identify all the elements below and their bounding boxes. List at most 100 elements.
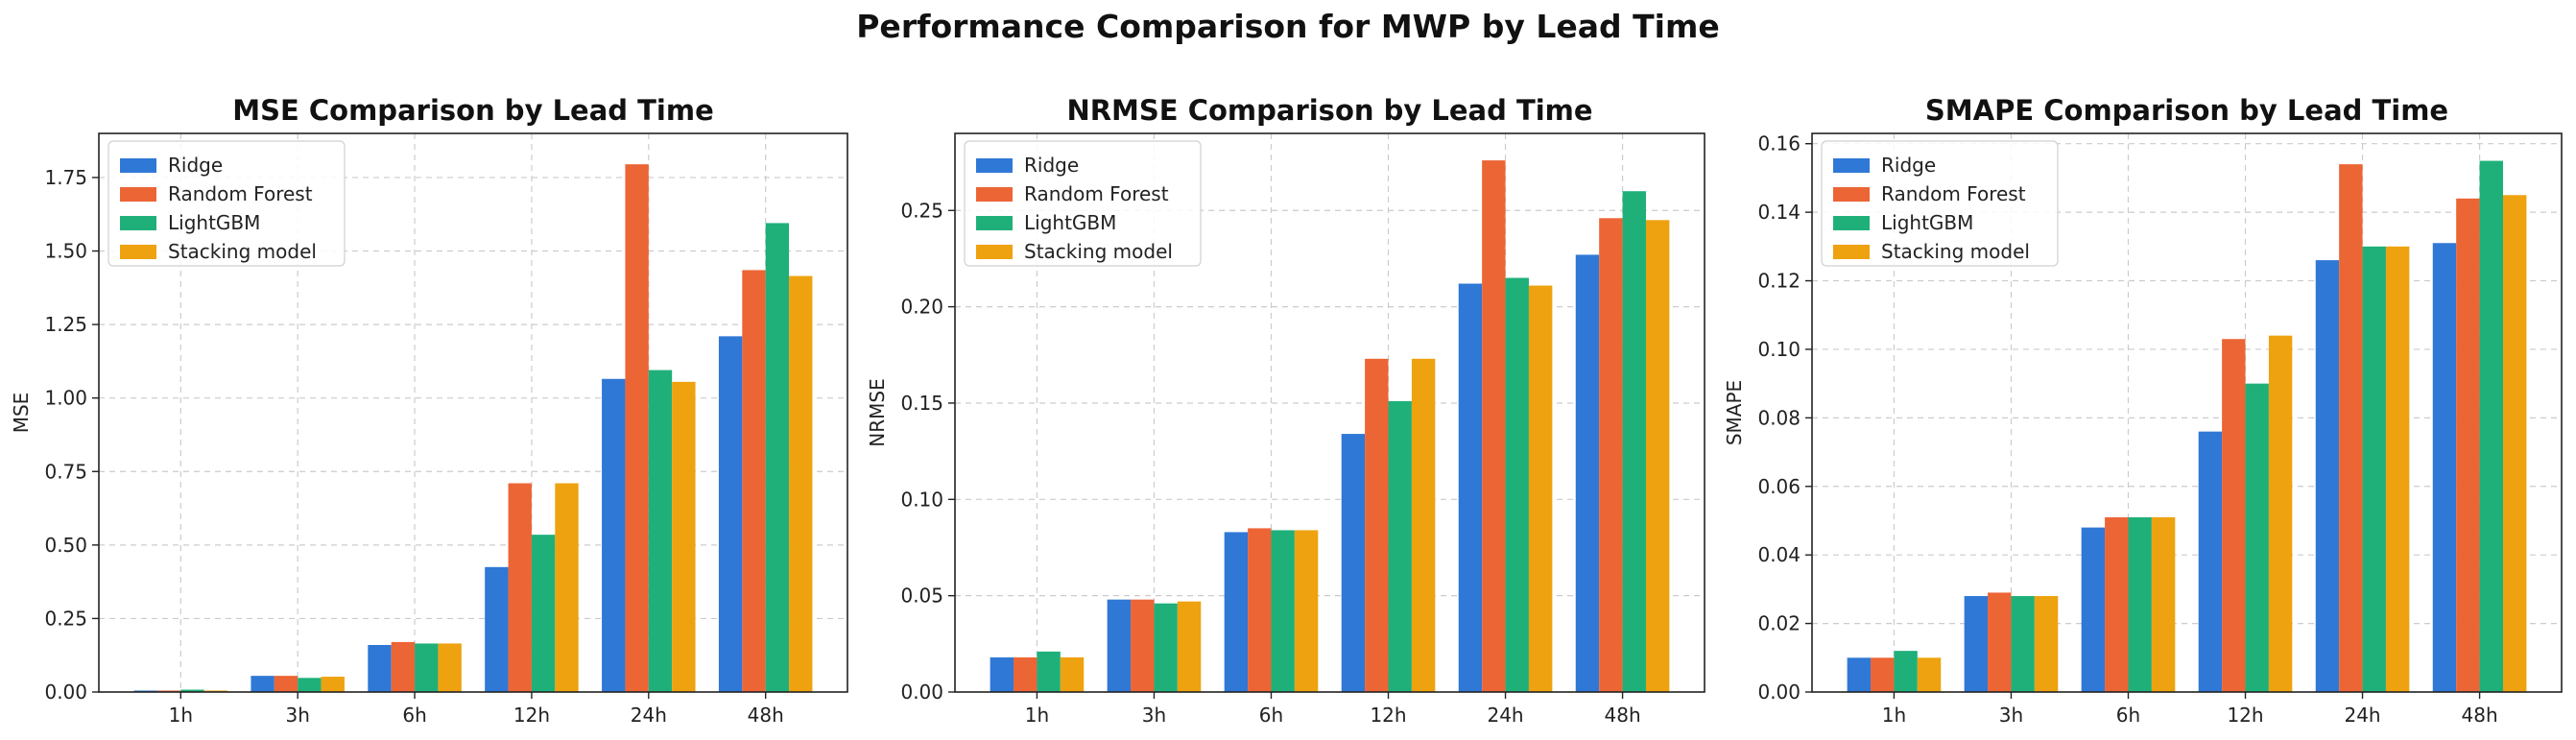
legend-label: Random Forest [1881, 182, 2026, 205]
bar-lightgbm-3h [1154, 603, 1178, 692]
axes-frame [98, 132, 848, 693]
bar-ridge-12h [1341, 434, 1366, 692]
bar-stacking-model-48h [2502, 195, 2527, 692]
chart-panel-3: SMAPE Comparison by Lead Time 0.00 0.02 0.0… [1723, 94, 2563, 727]
bar-random-forest-12h [2222, 339, 2246, 692]
x-tick-label: 3h [1999, 704, 2023, 727]
legend-label: Stacking model [1024, 240, 1173, 263]
bar-lightgbm-48h [2479, 160, 2503, 692]
bar-stacking-model-3h [321, 677, 345, 692]
x-tick-label: 12h [513, 704, 550, 727]
chart-title: NRMSE Comparison by Lead Time [1066, 94, 1592, 127]
y-tick-label: 1.75 [44, 166, 87, 189]
x-tick-label: 6h [1259, 704, 1283, 727]
x-tick-label: 3h [285, 704, 309, 727]
bar-random-forest-3h [1131, 599, 1155, 692]
bar-lightgbm-6h [2128, 516, 2152, 692]
bar-lightgbm-12h [531, 535, 556, 692]
bar-random-forest-24h [625, 164, 649, 693]
bar-ridge-6h [1224, 532, 1249, 692]
bar-lightgbm-24h [2362, 246, 2386, 692]
y-tick-label: 1.50 [44, 240, 87, 263]
y-tick-label: 0.06 [1757, 475, 1801, 498]
y-tick-label: 0.50 [44, 534, 87, 557]
y-tick-label: 0.10 [900, 488, 943, 511]
bar-stacking-model-24h [672, 381, 696, 692]
chart-title: MSE Comparison by Lead Time [232, 94, 714, 127]
legend-label: Stacking model [1881, 240, 2030, 263]
bar-stacking-model-48h [1645, 220, 1670, 692]
legend-label: LightGBM [1024, 211, 1116, 234]
bar-lightgbm-24h [648, 370, 673, 692]
x-tick-label: 1h [169, 704, 193, 727]
bar-lightgbm-1h [180, 689, 204, 692]
x-tick-label: 48h [1605, 704, 1641, 727]
bar-ridge-12h [2198, 431, 2223, 692]
y-tick-label: 0.20 [900, 296, 943, 319]
bar-stacking-model-12h [2268, 335, 2293, 692]
bar-random-forest-6h [391, 641, 416, 692]
bar-random-forest-6h [1248, 528, 1272, 692]
bar-lightgbm-48h [1622, 191, 1646, 692]
y-axis-label: NRMSE [866, 378, 889, 446]
axes-frame [954, 132, 1705, 693]
bar-lightgbm-3h [298, 678, 322, 692]
bar-stacking-model-3h [2034, 596, 2059, 692]
legend-swatch [976, 216, 1013, 230]
legend-swatch [1833, 216, 1870, 230]
chart-title: SMAPE Comparison by Lead Time [1925, 94, 2448, 127]
y-tick-label: 0.12 [1757, 270, 1801, 293]
y-axis-label: SMAPE [1723, 380, 1746, 445]
y-axis-label: MSE [10, 393, 33, 434]
y-tick-label: 0.75 [44, 460, 87, 483]
y-tick-label: 0.16 [1757, 132, 1801, 155]
legend-label: Ridge [1881, 154, 1936, 177]
figure-title: Performance Comparison for MWP by Lead T… [856, 8, 1720, 45]
bar-ridge-6h [368, 644, 392, 692]
y-tick-label: 0.05 [900, 585, 943, 608]
bar-lightgbm-1h [1037, 651, 1061, 692]
legend-swatch [120, 216, 156, 230]
bar-stacking-model-6h [2151, 516, 2176, 692]
bar-stacking-model-1h [1917, 657, 1942, 692]
x-tick-label: 12h [1370, 704, 1406, 727]
bar-stacking-model-24h [1528, 285, 1553, 692]
bar-lightgbm-12h [2245, 383, 2269, 692]
legend-box [964, 140, 1202, 267]
bar-ridge-48h [718, 336, 743, 692]
bar-ridge-3h [1107, 599, 1132, 692]
bar-ridge-24h [1458, 283, 1483, 692]
legend-box [107, 140, 346, 267]
legend-label: Stacking model [168, 240, 317, 263]
bar-ridge-48h [1575, 254, 1600, 692]
x-tick-label: 48h [2462, 704, 2498, 727]
bar-random-forest-12h [508, 483, 532, 692]
bar-ridge-3h [250, 676, 274, 692]
bar-stacking-model-1h [1060, 656, 1085, 692]
legend-swatch [1833, 245, 1870, 259]
y-tick-label: 0.14 [1757, 201, 1801, 224]
bar-ridge-24h [602, 378, 626, 692]
bar-lightgbm-3h [2011, 596, 2035, 692]
legend-swatch [976, 187, 1013, 202]
bar-ridge-1h [990, 656, 1014, 692]
legend-swatch [120, 158, 156, 173]
bar-lightgbm-24h [1505, 277, 1529, 692]
bar-ridge-48h [2432, 243, 2457, 692]
y-tick-label: 1.00 [44, 387, 87, 410]
axes-frame [1811, 132, 2563, 693]
bar-lightgbm-1h [1894, 651, 1918, 692]
legend-swatch [120, 187, 156, 202]
legend-swatch [976, 158, 1013, 173]
x-tick-label: 24h [631, 704, 667, 727]
chart-panel-2: NRMSE Comparison by Lead Time 0.00 0.05 0.1… [866, 94, 1705, 727]
bar-stacking-model-6h [1294, 530, 1319, 692]
bar-random-forest-24h [2339, 164, 2363, 693]
y-tick-label: 0.25 [900, 199, 943, 222]
legend-swatch [120, 245, 156, 259]
x-tick-label: 1h [1025, 704, 1049, 727]
y-tick-label: 0.02 [1757, 612, 1801, 635]
legend-label: LightGBM [1881, 211, 1973, 234]
bar-ridge-1h [1847, 657, 1872, 692]
